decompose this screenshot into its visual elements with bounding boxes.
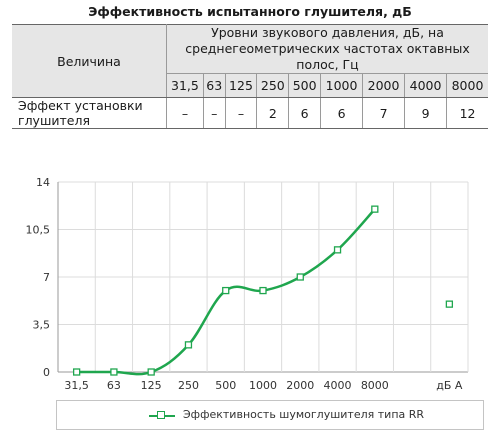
- data-point: [371, 205, 379, 213]
- table-cell: –: [166, 97, 204, 129]
- table-cell: 9: [404, 97, 448, 129]
- table-cell: 6: [288, 97, 322, 129]
- data-point: [259, 286, 267, 295]
- x-tick-label: 8000: [361, 379, 389, 392]
- frequency-header: 1000: [320, 73, 364, 98]
- x-tick-label: дБ А: [436, 379, 463, 392]
- x-tick-label: 2000: [286, 379, 314, 392]
- frequency-header: 31,5: [166, 73, 204, 98]
- x-tick-label: 500: [215, 379, 236, 392]
- data-point: [72, 368, 81, 376]
- frequency-header: 8000: [446, 73, 488, 98]
- dba-data-point: [445, 300, 454, 308]
- table-cell: –: [225, 97, 258, 129]
- data-point: [333, 246, 342, 254]
- x-tick-label: 31,5: [64, 379, 89, 392]
- table-cell: 6: [320, 97, 364, 129]
- y-tick-label: 7: [43, 271, 50, 284]
- frequency-header: 250: [256, 73, 290, 98]
- table-cell: 7: [362, 97, 406, 129]
- frequency-header-row: 31,5 63 125 250 500 1000 2000 4000 8000: [12, 73, 488, 98]
- x-tick-label: 125: [141, 379, 162, 392]
- frequency-header: 4000: [404, 73, 448, 98]
- legend-label: Эффективность шумоглушителя типа RR: [183, 408, 425, 421]
- x-tick-label: 4000: [324, 379, 352, 392]
- data-point: [296, 273, 304, 281]
- y-tick-label: 0: [43, 366, 50, 379]
- data-point: [222, 286, 230, 295]
- data-point: [184, 341, 193, 349]
- legend-marker-icon: [157, 411, 165, 419]
- data-point: [110, 368, 118, 376]
- table-cell: 12: [446, 97, 488, 129]
- table-cell: 2: [256, 97, 290, 129]
- row-label: Эффект установки глушителя: [12, 97, 167, 129]
- frequency-header: 2000: [362, 73, 406, 98]
- frequency-header: 125: [225, 73, 258, 98]
- x-tick-label: 1000: [249, 379, 277, 392]
- column-header-sound-levels: Уровни звукового давления, дБ, на средне…: [166, 24, 488, 74]
- column-header-quantity: Величина: [12, 24, 167, 98]
- chart-legend: Эффективность шумоглушителя типа RR: [56, 400, 484, 430]
- y-tick-label: 14: [36, 176, 50, 189]
- x-tick-label: 63: [107, 379, 121, 392]
- x-tick-label: 250: [178, 379, 199, 392]
- effectiveness-chart: 0 3,5 7 10,5 14 31,5 63 125 250 500 1000 2000 4000 80…: [26, 176, 469, 392]
- table-row: Эффект установки глушителя – – –2 6 6 7 9 12: [12, 97, 488, 129]
- frequency-header: 500: [288, 73, 322, 98]
- y-tick-label: 10,5: [26, 224, 51, 237]
- table-title: Эффективность испытанного глушителя, дБ: [88, 4, 412, 19]
- data-point: [147, 368, 155, 376]
- frequency-header: 63: [203, 73, 226, 98]
- effectiveness-table: Величина Уровни звукового давления, дБ, …: [12, 24, 488, 129]
- table-cell: –: [203, 97, 226, 129]
- y-tick-label: 3,5: [33, 319, 51, 332]
